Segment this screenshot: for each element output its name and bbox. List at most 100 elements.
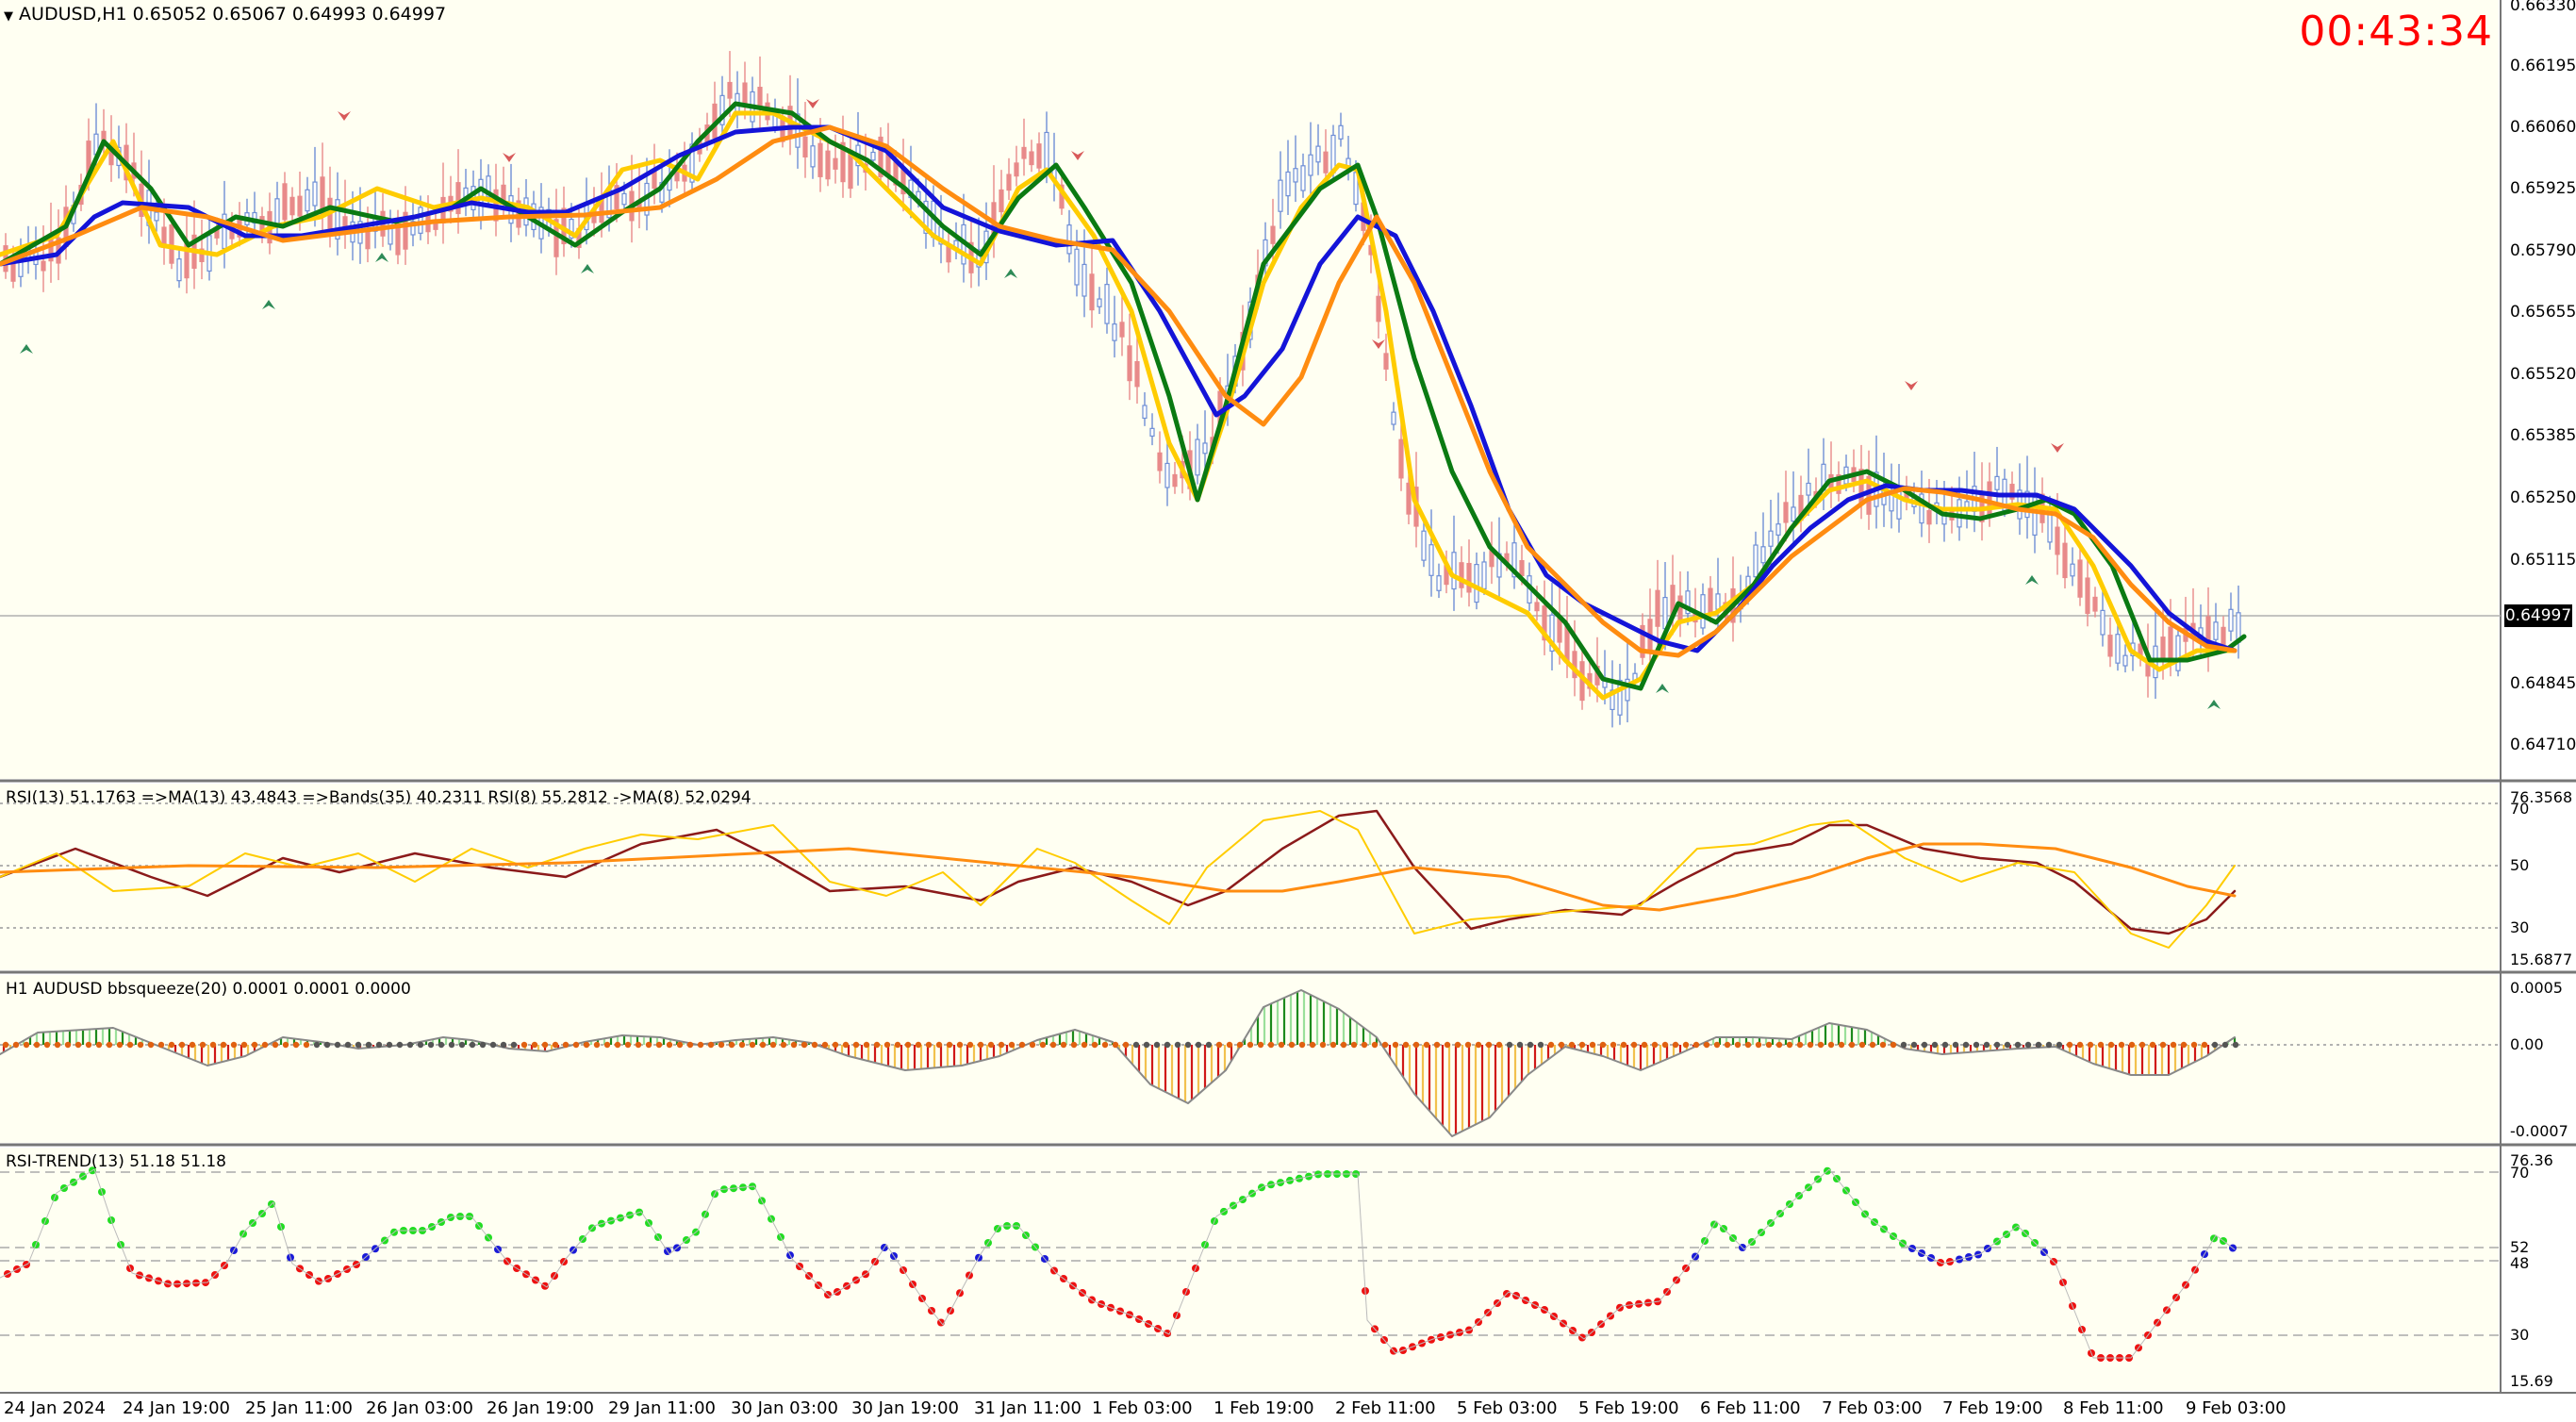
squeeze-axis-max: 0.0005: [2510, 979, 2563, 997]
squeeze-dot: [2149, 1041, 2156, 1049]
price-tick: 0.65385: [2510, 426, 2576, 445]
candle-body: [2077, 559, 2083, 598]
squeeze-dot: [1537, 1041, 1544, 1049]
squeeze-dot: [728, 1041, 735, 1049]
candle-body: [1451, 552, 1457, 590]
squeeze-dot: [946, 1041, 953, 1049]
candle-body: [946, 245, 951, 263]
candle-body: [833, 157, 838, 170]
squeeze-dot: [1008, 1041, 1016, 1049]
candle-body: [486, 175, 491, 198]
squeeze-dot: [209, 1041, 217, 1049]
candle-body: [1836, 474, 1841, 494]
trend-connector: [0, 1168, 2236, 1359]
squeeze-dot: [282, 1041, 289, 1049]
squeeze-dot: [2138, 1041, 2146, 1049]
time-tick: 5 Feb 19:00: [1578, 1398, 1679, 1418]
squeeze-dot: [1205, 1041, 1213, 1049]
squeeze-dot: [1091, 1041, 1098, 1049]
candle-body: [2221, 626, 2226, 645]
squeeze-dot: [1952, 1041, 1959, 1049]
squeeze-dot: [1184, 1041, 1192, 1049]
squeeze-dot: [1838, 1041, 1845, 1049]
squeeze-dot: [645, 1041, 652, 1049]
candle-body: [999, 189, 1004, 213]
squeeze-dot: [1973, 1041, 1980, 1049]
squeeze-dot: [1433, 1041, 1441, 1049]
squeeze-dot: [956, 1041, 964, 1049]
squeeze-dot: [2221, 1041, 2229, 1049]
ma-green-line: [0, 101, 2247, 691]
squeeze-dot: [2087, 1041, 2094, 1049]
candle-body: [2107, 635, 2113, 657]
squeeze-dot: [1392, 1041, 1399, 1049]
trend-plot-area: [0, 1148, 2499, 1391]
squeeze-dot: [2118, 1041, 2125, 1049]
candle-body: [2100, 609, 2105, 636]
price-tick: 0.65520: [2510, 365, 2576, 384]
trend-axis-min: 15.69: [2510, 1372, 2553, 1390]
candle-body: [2228, 608, 2234, 632]
candle-body: [1481, 561, 1487, 589]
moving-averages: [0, 101, 2247, 701]
candle-body: [1353, 172, 1359, 206]
trend-axis-48: 48: [2510, 1254, 2530, 1272]
time-tick: 7 Feb 19:00: [1942, 1398, 2043, 1418]
collapse-triangle-icon[interactable]: ▼: [4, 9, 13, 24]
rsi-axis-max: 76.3568: [2510, 788, 2573, 806]
squeeze-dot: [925, 1041, 933, 1049]
squeeze-dot: [1195, 1041, 1202, 1049]
squeeze-dot: [738, 1041, 746, 1049]
squeeze-dot: [1589, 1041, 1596, 1049]
squeeze-dot: [2066, 1041, 2073, 1049]
price-tick: 0.65790: [2510, 241, 2576, 260]
squeeze-dot: [1941, 1041, 1949, 1049]
squeeze-dot: [1796, 1041, 1804, 1049]
candle-body: [1957, 499, 1962, 528]
squeeze-dot: [915, 1041, 922, 1049]
squeeze-dot: [1775, 1041, 1783, 1049]
candle-body: [1640, 624, 1645, 658]
squeeze-dot: [303, 1041, 310, 1049]
price-tick: 0.66060: [2510, 118, 2576, 137]
time-tick: 1 Feb 03:00: [1092, 1398, 1193, 1418]
squeeze-dot: [1454, 1041, 1461, 1049]
candle-body: [2122, 654, 2128, 667]
candle-body: [810, 145, 816, 168]
squeeze-dot: [458, 1041, 466, 1049]
candle-body: [395, 225, 401, 256]
squeeze-dot: [157, 1041, 165, 1049]
time-tick: 26 Jan 19:00: [487, 1398, 594, 1418]
squeeze-histogram: [0, 989, 2239, 1137]
squeeze-dot: [1350, 1041, 1358, 1049]
sell-arrow-icon: [503, 153, 516, 162]
price-tick: 0.66195: [2510, 57, 2576, 75]
squeeze-dot: [12, 1041, 20, 1049]
current-price-tag: 0.64997: [2504, 604, 2572, 627]
squeeze-dot: [1122, 1041, 1130, 1049]
candle-body: [1157, 452, 1163, 471]
squeeze-panel-header: H1 AUDUSD bbsqueeze(20) 0.0001 0.0001 0.…: [6, 980, 411, 999]
squeeze-dot: [2201, 1041, 2208, 1049]
squeeze-dot: [2170, 1041, 2177, 1049]
squeeze-outline: [0, 989, 2236, 1137]
squeeze-dot: [1734, 1041, 1742, 1049]
squeeze-dot: [406, 1041, 414, 1049]
squeeze-dot: [686, 1041, 694, 1049]
squeeze-dot: [1039, 1041, 1047, 1049]
candle-body: [1466, 562, 1472, 593]
squeeze-dot: [1983, 1041, 1990, 1049]
time-tick: 26 Jan 03:00: [366, 1398, 473, 1418]
time-tick: 30 Jan 19:00: [851, 1398, 959, 1418]
squeeze-dot: [1402, 1041, 1410, 1049]
squeeze-dot: [116, 1041, 124, 1049]
squeeze-dot: [655, 1041, 663, 1049]
squeeze-dot: [562, 1041, 570, 1049]
squeeze-dot: [2, 1041, 9, 1049]
squeeze-dot: [396, 1041, 404, 1049]
candle-body: [1866, 475, 1872, 515]
squeeze-dot: [1724, 1041, 1731, 1049]
candle-body: [2092, 596, 2098, 612]
